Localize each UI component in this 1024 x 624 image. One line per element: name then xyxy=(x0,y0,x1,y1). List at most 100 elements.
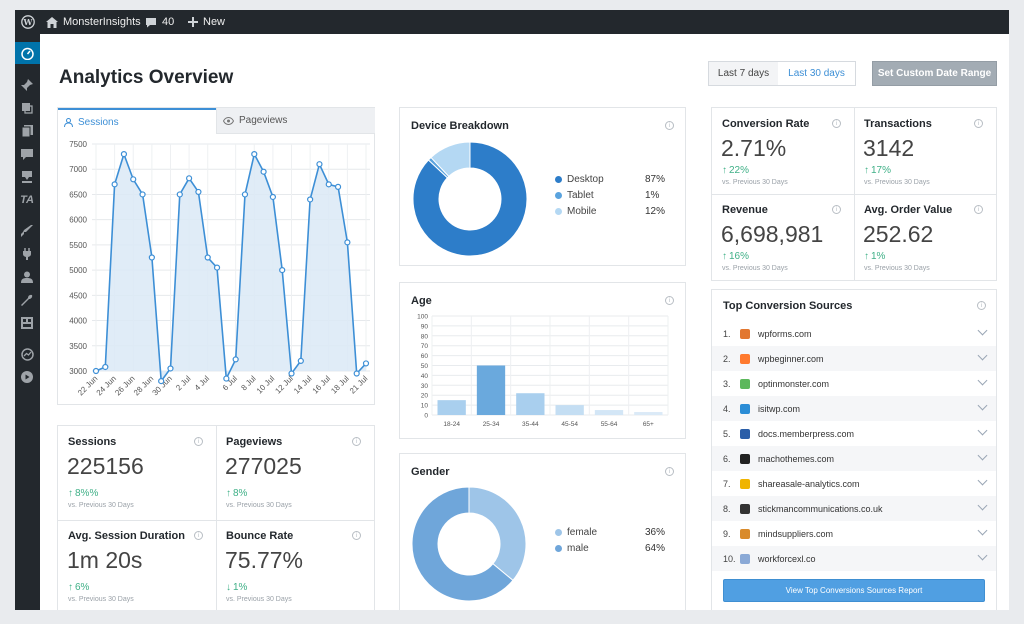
legend-item: female 36% xyxy=(555,527,685,538)
conversion-source-row[interactable]: 3. optinmonster.com xyxy=(712,371,996,396)
pin-icon[interactable] xyxy=(19,77,35,93)
data-point xyxy=(316,161,323,168)
conversion-source-row[interactable]: 10. workforcexl.co xyxy=(712,546,996,571)
tab-pageviews[interactable]: Pageviews xyxy=(216,108,375,134)
stat-comparison: vs. Previous 30 Days xyxy=(722,179,788,186)
data-point xyxy=(111,181,118,188)
top-conversion-sources-card: Top Conversion Sources i 1. wpforms.com 2.… xyxy=(711,289,997,610)
chevron-down-icon[interactable] xyxy=(977,550,988,561)
tab-sessions[interactable]: Sessions xyxy=(58,108,216,134)
y-tick-label: 7500 xyxy=(69,140,87,149)
chevron-down-icon[interactable] xyxy=(977,425,988,436)
chevron-down-icon[interactable] xyxy=(977,400,988,411)
info-icon[interactable]: i xyxy=(194,531,203,540)
x-tick-label: 28 Jun xyxy=(132,374,155,397)
conversion-source-row[interactable]: 6. machothemes.com xyxy=(712,446,996,471)
site-favicon-icon xyxy=(740,528,750,539)
site-favicon-icon xyxy=(740,553,750,564)
y-tick-label: 90 xyxy=(421,323,429,330)
source-domain: shareasale-analytics.com xyxy=(758,478,860,489)
site-name-link[interactable]: MonsterInsights xyxy=(46,10,141,34)
conversion-source-row[interactable]: 5. docs.memberpress.com xyxy=(712,421,996,446)
stat-change: ↑ 8%% xyxy=(68,488,98,499)
gender-donut-chart xyxy=(411,486,527,602)
new-content-link[interactable]: New xyxy=(188,10,225,34)
dashboard-icon[interactable] xyxy=(19,45,35,61)
comments-link[interactable]: 40 xyxy=(145,10,174,34)
source-rank: 6. xyxy=(723,453,731,464)
chevron-down-icon[interactable] xyxy=(977,450,988,461)
x-tick-label: 2 Jul xyxy=(174,374,192,392)
info-icon[interactable]: i xyxy=(832,205,841,214)
legend-swatch xyxy=(555,545,562,552)
download-icon[interactable] xyxy=(19,169,35,185)
chevron-down-icon[interactable] xyxy=(977,525,988,536)
play-icon[interactable] xyxy=(19,369,35,385)
y-tick-label: 4500 xyxy=(69,291,87,300)
conversion-source-row[interactable]: 1. wpforms.com xyxy=(712,321,996,346)
conversion-source-row[interactable]: 9. mindsuppliers.com xyxy=(712,521,996,546)
data-point xyxy=(269,193,276,201)
custom-date-range-button[interactable]: Set Custom Date Range xyxy=(872,61,997,86)
info-icon[interactable]: i xyxy=(665,121,674,130)
y-tick-label: 3000 xyxy=(69,367,87,376)
pages-icon[interactable] xyxy=(19,123,35,139)
info-icon[interactable]: i xyxy=(832,119,841,128)
plugin-icon[interactable] xyxy=(19,246,35,262)
chevron-down-icon[interactable] xyxy=(977,475,988,486)
insights-icon[interactable] xyxy=(19,346,35,362)
info-icon[interactable]: i xyxy=(974,119,983,128)
comments-icon[interactable] xyxy=(19,146,35,162)
media-icon[interactable] xyxy=(19,100,35,116)
tools-icon[interactable] xyxy=(19,292,35,308)
data-point xyxy=(362,360,370,367)
admin-bar: W MonsterInsights 40 New xyxy=(15,10,1009,34)
wordpress-logo-icon[interactable]: W xyxy=(21,10,35,34)
conversion-source-row[interactable]: 7. shareasale-analytics.com xyxy=(712,471,996,496)
y-tick-label: 100 xyxy=(417,314,428,321)
ta-text-icon[interactable]: TA xyxy=(20,194,34,206)
view-conversions-report-button[interactable]: View Top Conversions Sources Report xyxy=(723,579,985,602)
info-icon[interactable]: i xyxy=(352,531,361,540)
stat-change-value: 8% xyxy=(233,488,248,499)
conversion-source-row[interactable]: 8. stickmancommunications.co.uk xyxy=(712,496,996,521)
info-icon[interactable]: i xyxy=(974,205,983,214)
users-icon[interactable] xyxy=(19,269,35,285)
info-icon[interactable]: i xyxy=(977,301,986,310)
info-icon[interactable]: i xyxy=(194,437,203,446)
data-point xyxy=(130,176,137,183)
site-favicon-icon xyxy=(740,503,750,514)
source-rank: 1. xyxy=(723,328,731,339)
arrow-up-icon: ↑ xyxy=(722,165,727,176)
chevron-down-icon[interactable] xyxy=(977,325,988,336)
data-point xyxy=(307,196,314,203)
conversion-source-row[interactable]: 2. wpbeginner.com xyxy=(712,346,996,371)
legend-item: male 64% xyxy=(555,543,685,554)
y-tick-label: 20 xyxy=(421,393,429,400)
source-domain: machothemes.com xyxy=(758,453,835,464)
device-breakdown-title: Device Breakdown xyxy=(411,120,509,132)
info-icon[interactable]: i xyxy=(352,437,361,446)
last-7-days-button[interactable]: Last 7 days xyxy=(708,61,779,86)
site-name: MonsterInsights xyxy=(63,16,141,28)
site-favicon-icon xyxy=(740,453,750,464)
chevron-down-icon[interactable] xyxy=(977,500,988,511)
conversion-source-row[interactable]: 4. isitwp.com xyxy=(712,396,996,421)
stat-value: 75.77% xyxy=(225,547,304,573)
info-icon[interactable]: i xyxy=(665,296,674,305)
bar xyxy=(594,410,624,415)
chevron-down-icon[interactable] xyxy=(977,350,988,361)
last-30-days-button[interactable]: Last 30 days xyxy=(778,61,856,86)
data-point xyxy=(158,377,165,385)
arrow-up-icon: ↑ xyxy=(226,488,231,499)
source-rank: 2. xyxy=(723,353,731,364)
info-icon[interactable]: i xyxy=(665,467,674,476)
site-favicon-icon xyxy=(740,478,750,489)
brush-icon[interactable] xyxy=(19,223,35,239)
stat-change: ↓ 1% xyxy=(226,582,247,593)
chevron-down-icon[interactable] xyxy=(977,375,988,386)
settings-icon[interactable] xyxy=(19,315,35,331)
data-point xyxy=(186,175,193,182)
legend-item: Mobile 12% xyxy=(555,206,685,217)
data-point xyxy=(167,365,174,372)
